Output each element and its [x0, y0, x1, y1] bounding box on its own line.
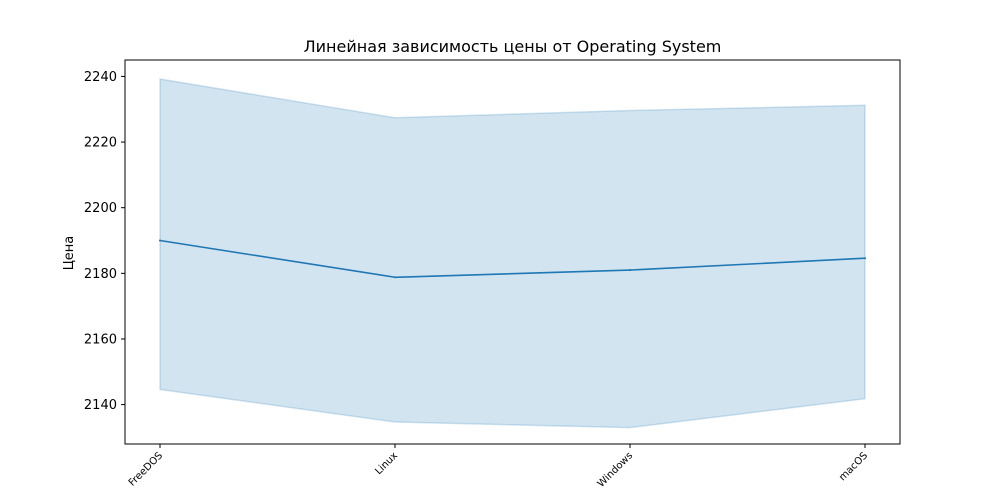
- series-line-segment: [629, 257, 866, 271]
- y-tick-label: 2240: [84, 70, 117, 85]
- y-tick-label: 2220: [84, 136, 117, 151]
- y-tick-label: 2200: [84, 201, 117, 216]
- data-point: [629, 269, 631, 272]
- x-tick-label: FreeDOS: [127, 450, 165, 488]
- confidence-band: [159, 78, 866, 429]
- chart-title: Линейная зависимость цены от Operating S…: [304, 37, 722, 56]
- x-tick-label: macOS: [837, 450, 870, 483]
- data-point: [394, 276, 396, 279]
- x-axis: FreeDOS Linux Windows macOS: [127, 444, 870, 490]
- data-point: [864, 257, 866, 260]
- y-axis-label: Цена: [62, 236, 77, 271]
- plot-area: [159, 78, 866, 429]
- x-tick-label: Linux: [373, 450, 400, 477]
- y-tick-label: 2180: [84, 267, 117, 282]
- x-tick-label: Windows: [596, 450, 635, 489]
- y-tick-label: 2140: [84, 398, 117, 413]
- series-line-segment: [394, 269, 631, 279]
- y-axis: 2140 2160 2180 2200 2220 2240: [84, 70, 125, 413]
- data-point: [159, 239, 161, 242]
- y-tick-label: 2160: [84, 332, 117, 347]
- series-line-segment: [159, 239, 396, 279]
- plot-frame: [124, 59, 901, 445]
